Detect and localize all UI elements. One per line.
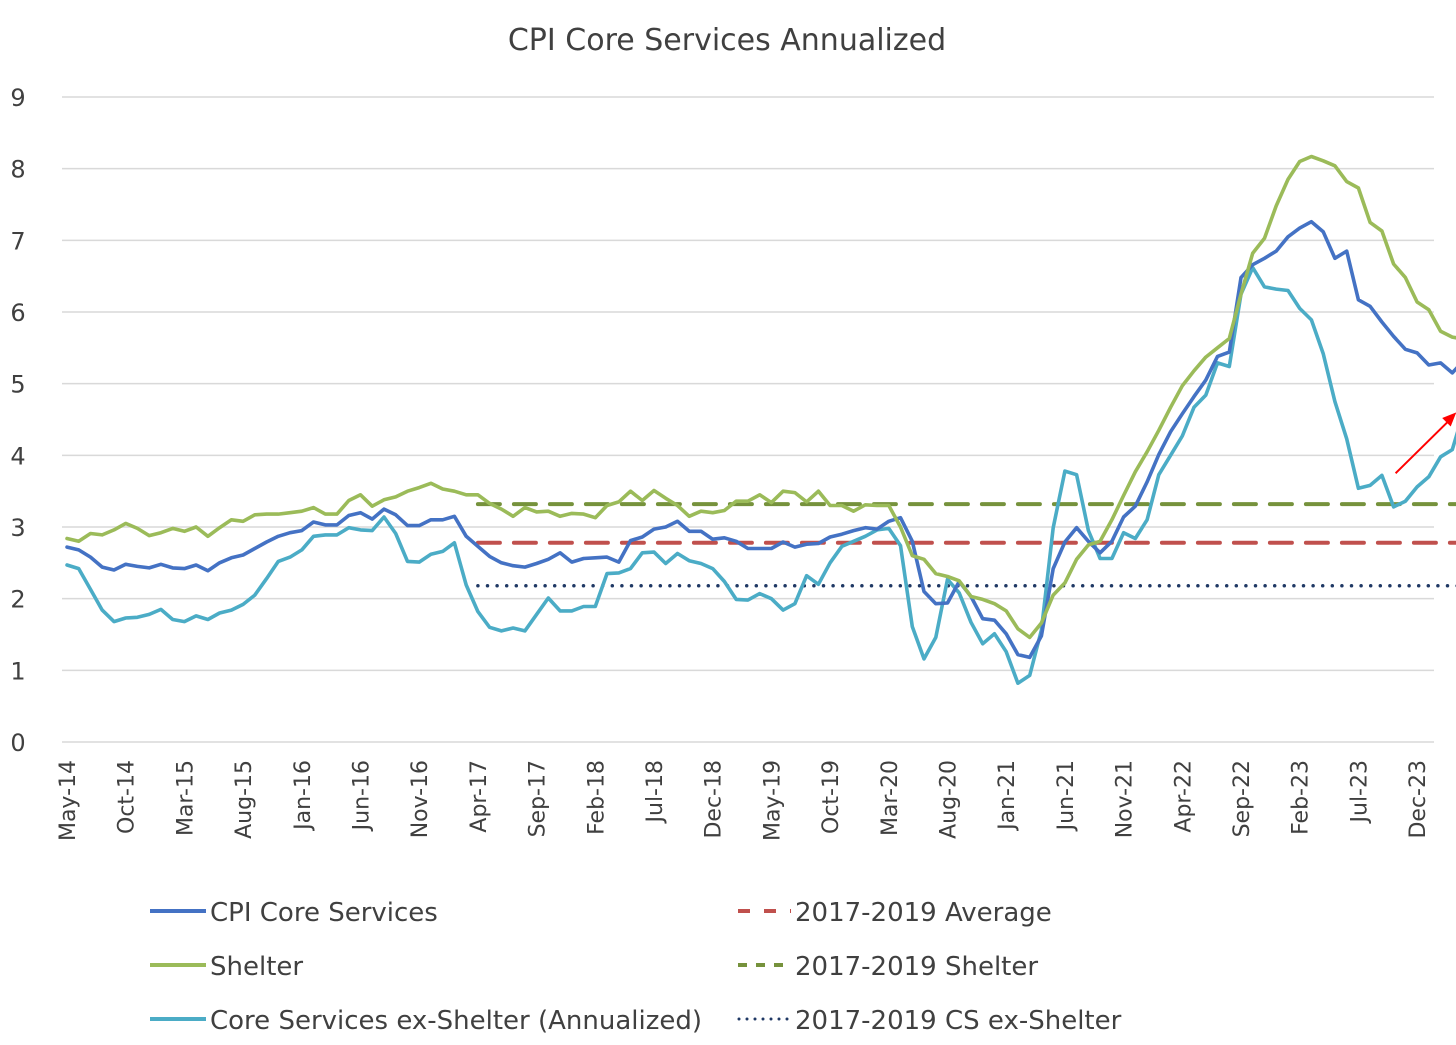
legend-item: Shelter [150, 952, 303, 982]
chart-title: CPI Core Services Annualized [508, 23, 946, 58]
y-axis-ticks: 0 1 2 3 4 5 6 7 8 9 [10, 84, 25, 757]
legend-item: CPI Core Services [150, 898, 438, 928]
legend-label: Core Services ex-Shelter (Annualized) [210, 1006, 702, 1036]
x-tick-label: Oct-19 [819, 760, 844, 834]
series-line-core-services-ex-shelter-annualized [65, 265, 1456, 686]
x-tick-label: Aug-15 [232, 760, 257, 839]
x-tick-label: Feb-18 [584, 760, 609, 835]
x-tick-label: Apr-17 [467, 760, 492, 833]
legend-label: 2017-2019 CS ex-Shelter [795, 1006, 1122, 1036]
y-tick-label: 6 [10, 299, 25, 327]
x-tick-label: Mar-15 [173, 760, 198, 836]
x-tick-label: Mar-20 [878, 760, 903, 836]
gridlines [62, 96, 1434, 743]
legend-item: 2017-2019 Average [738, 898, 1052, 928]
series-lines [65, 154, 1456, 686]
legend: CPI Core Services 2017-2019 Average Shelte… [150, 898, 1122, 1036]
x-tick-label: May-14 [56, 760, 81, 841]
legend-item: Core Services ex-Shelter (Annualized) [150, 1006, 702, 1036]
legend-item: 2017-2019 Shelter [738, 952, 1038, 982]
annotation-arrow [1394, 412, 1456, 474]
x-tick-label: Sep-22 [1230, 760, 1255, 837]
y-tick-label: 5 [10, 371, 25, 399]
x-tick-label: Nov-16 [408, 760, 433, 838]
y-tick-label: 8 [10, 156, 25, 184]
series-line-cpi-core-services [65, 219, 1456, 660]
x-tick-label: Jan-16 [291, 760, 316, 832]
legend-label: 2017-2019 Shelter [795, 952, 1038, 982]
x-tick-label: Jul-18 [643, 760, 668, 824]
y-tick-label: 9 [10, 84, 25, 112]
legend-item: 2017-2019 CS ex-Shelter [737, 1006, 1122, 1036]
legend-label: 2017-2019 Average [795, 898, 1052, 928]
x-axis-ticks: May-14 Oct-14 Mar-15 Aug-15 Jan-16 Jun-16 Nov-… [56, 760, 1431, 841]
y-tick-label: 3 [10, 514, 25, 542]
y-tick-label: 0 [10, 729, 25, 757]
legend-label: Shelter [210, 952, 303, 982]
arrow-shaft [1394, 418, 1452, 474]
y-tick-label: 1 [10, 657, 25, 685]
x-tick-label: Jun-21 [1054, 760, 1079, 832]
y-tick-label: 4 [10, 442, 25, 470]
x-tick-label: Dec-18 [702, 760, 727, 839]
x-tick-label: Aug-20 [937, 760, 962, 839]
x-tick-label: Jun-16 [350, 760, 375, 832]
x-tick-label: Nov-21 [1113, 760, 1138, 838]
x-tick-label: Apr-22 [1171, 760, 1196, 833]
x-tick-label: Feb-23 [1289, 760, 1314, 835]
x-tick-label: Oct-14 [115, 760, 140, 834]
x-tick-label: Dec-23 [1406, 760, 1431, 839]
legend-label: CPI Core Services [210, 898, 438, 928]
series-line-shelter [65, 154, 1456, 640]
x-tick-label: Jul-23 [1347, 760, 1372, 824]
y-tick-label: 7 [10, 227, 25, 255]
arrow-head [1442, 412, 1456, 427]
x-tick-label: May-19 [760, 760, 785, 841]
y-tick-label: 2 [10, 586, 25, 614]
x-tick-label: Jan-21 [995, 760, 1020, 832]
x-tick-label: Sep-17 [526, 760, 551, 837]
annotations [1394, 412, 1456, 474]
